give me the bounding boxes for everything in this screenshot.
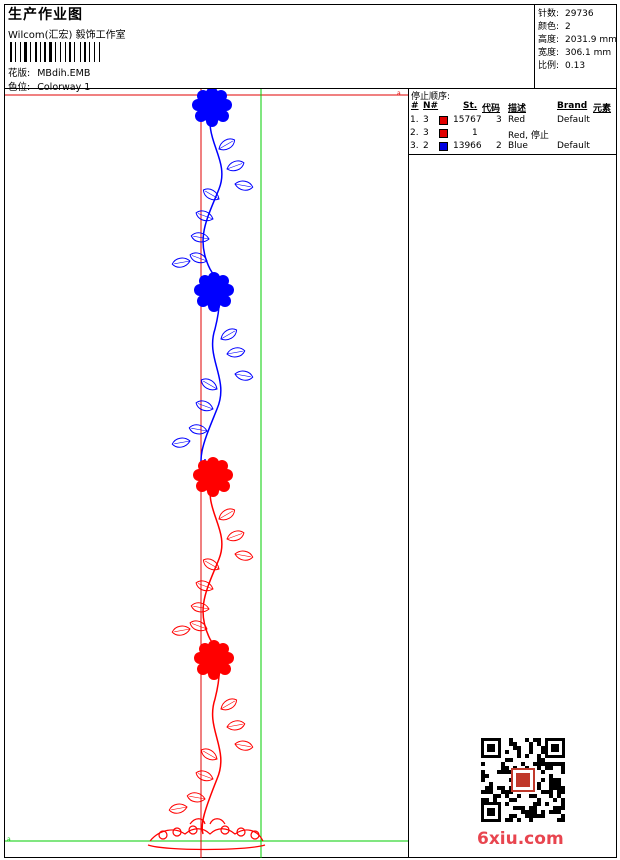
page-frame [4,4,617,858]
stats-panel: 针数: 29736 颜色: 2 高度: 2031.9 mm 宽度: 306.1 mm 比… [534,4,617,88]
col-header-needle: N# [423,101,439,111]
page-title: 生产作业图 [8,7,83,23]
svg-text:a: a [397,90,401,97]
col-header-brand: Brand [557,101,588,111]
stat-height: 高度: 2031.9 mm [538,35,617,45]
col-header-num: # [411,101,419,111]
table-row: 2. 3 1 Red, 停止 [410,128,549,141]
barcode [10,42,100,62]
svg-text:a: a [7,836,11,843]
stat-width: 宽度: 306.1 mm [538,48,612,58]
design-value: MBdih.EMB [37,68,91,79]
colorway-value: Colorway 1 [37,82,90,93]
col-header-code: 代码 [482,104,501,114]
watermark-text: 6xiu.com [477,829,564,849]
color-swatch [439,129,448,138]
divider [4,88,617,89]
stop-sequence-title: 停止顺序: [411,92,451,102]
design-label: 花版: [8,68,31,79]
stat-colors: 颜色: 2 [538,22,571,32]
col-header-element: 元素 [593,104,612,114]
red-vine [147,456,266,851]
col-header-stitches: St. [463,101,478,111]
stop-sequence-table: 停止顺序: # N# St. 代码 描述 Brand 元素 1. 3 15767… [409,89,617,155]
design-canvas: a a [5,89,408,858]
colorway-label: 色位: [8,82,30,93]
table-row: 1. 3 15767 3 Red Default [410,115,590,125]
table-row: 3. 2 13966 2 Blue Default [410,141,590,151]
stat-scale: 比例: 0.13 [538,61,586,71]
header-info: 生产作业图 Wilcom(汇宏) 毅饰工作室 花版: MBdih.EMB 色位:… [6,4,534,93]
color-swatch [439,116,448,125]
divider [408,88,409,858]
col-header-desc: 描述 [508,104,527,114]
color-swatch [439,142,448,151]
ornament-base [147,818,266,851]
stat-stitches: 针数: 29736 [538,9,594,19]
design-line: 花版: MBdih.EMB [8,65,90,79]
colorway-line: 色位: Colorway 1 [8,79,90,93]
qr-code [481,738,565,822]
company-name: Wilcom(汇宏) 毅饰工作室 [8,30,126,41]
blue-vine [170,89,255,480]
